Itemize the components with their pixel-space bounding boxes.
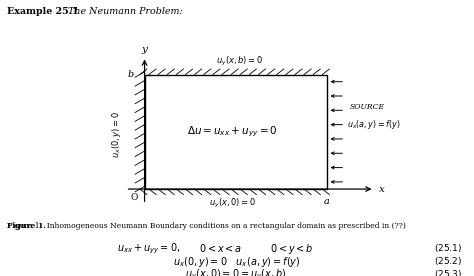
Text: SOURCE: SOURCE	[350, 103, 385, 111]
Text: $u_y(x,b)=0$: $u_y(x,b)=0$	[216, 55, 263, 68]
Text: Figure 1.: Figure 1.	[7, 222, 46, 230]
Text: $u_x(a,y)=f(y)$: $u_x(a,y)=f(y)$	[347, 118, 401, 131]
Text: y: y	[142, 45, 147, 54]
Text: a: a	[324, 197, 330, 206]
Text: $u_{xx} + u_{yy} = 0,$: $u_{xx} + u_{yy} = 0,$	[117, 242, 180, 256]
Text: O: O	[130, 193, 138, 202]
Text: $(25.2)$: $(25.2)$	[434, 255, 462, 267]
Text: The Neumann Problem:: The Neumann Problem:	[62, 7, 182, 16]
Text: b: b	[128, 70, 134, 79]
Text: Example 25.1: Example 25.1	[7, 7, 79, 16]
Text: $\Delta u = u_{xx}+u_{yy}=0$: $\Delta u = u_{xx}+u_{yy}=0$	[187, 124, 277, 139]
Text: $(25.3)$: $(25.3)$	[434, 268, 462, 276]
Text: x: x	[379, 185, 385, 193]
Text: $u_y(x,0)=0$: $u_y(x,0)=0$	[209, 197, 255, 210]
Text: $(25.1)$: $(25.1)$	[434, 242, 462, 253]
Text: $0 < x < a$: $0 < x < a$	[199, 242, 242, 253]
Text: $u_x(0,y) = 0 \quad u_x(a,y) = f(y)$: $u_x(0,y) = 0 \quad u_x(a,y) = f(y)$	[173, 255, 301, 269]
Text: $u_y(x,0) = 0 = u_y(x,b).$: $u_y(x,0) = 0 = u_y(x,b).$	[185, 268, 289, 276]
Text: $0 < y < b$: $0 < y < b$	[270, 242, 314, 256]
Text: Figure 1.  Inhomogeneous Neumann Boundary conditions on a rectangular domain as : Figure 1. Inhomogeneous Neumann Boundary…	[7, 222, 406, 230]
Bar	[145, 75, 327, 189]
Text: $u_x(0,y)=0$: $u_x(0,y)=0$	[109, 110, 123, 158]
